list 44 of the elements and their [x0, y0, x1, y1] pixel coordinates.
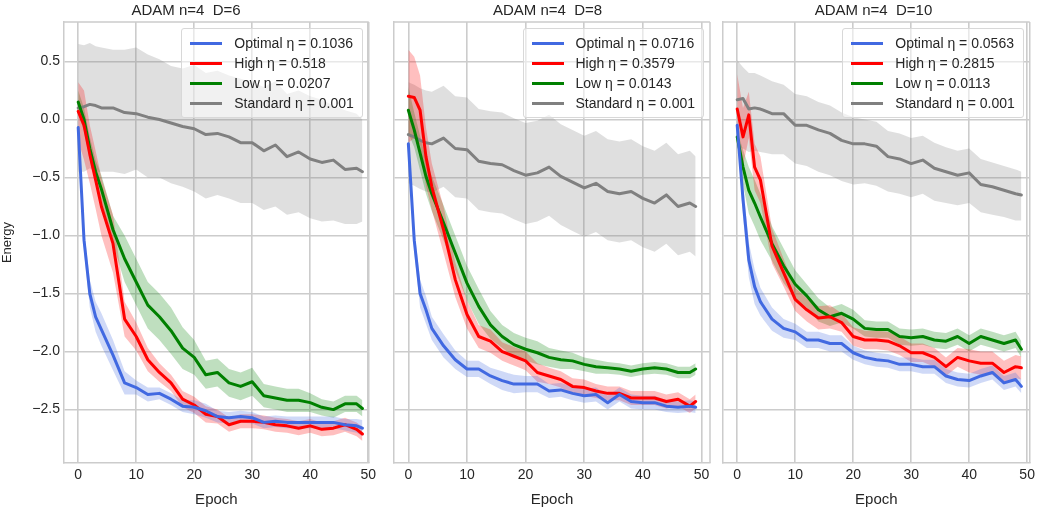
chart-title: ADAM n=4 D=6 — [131, 1, 241, 19]
y-tick-label: −2.0 — [32, 342, 61, 359]
x-axis-title: Epoch — [530, 490, 574, 508]
x-tick-label: 10 — [128, 466, 145, 483]
x-axis-title: Epoch — [195, 490, 238, 508]
legend-label: Low η = 0.0207 — [234, 74, 331, 93]
chart-title: ADAM n=4 D=8 — [492, 1, 603, 19]
legend-label: High η = 0.518 — [234, 54, 326, 73]
x-tick-label: 0 — [733, 466, 742, 483]
x-tick-label: 40 — [961, 466, 978, 483]
x-tick-label: 0 — [74, 466, 83, 483]
legend-label: Optimal η = 0.1036 — [234, 34, 353, 53]
legend-label: Standard η = 0.001 — [234, 94, 354, 113]
x-tick-label: 10 — [787, 466, 804, 483]
y-tick-label: −1.0 — [32, 226, 61, 243]
y-tick-label: −2.5 — [32, 400, 61, 417]
x-tick-label: 0 — [404, 466, 413, 483]
x-tick-label: 20 — [517, 466, 534, 483]
x-tick-label: 30 — [244, 466, 261, 483]
y-tick-label: −1.5 — [32, 284, 61, 301]
legend-label: Standard η = 0.001 — [575, 94, 695, 113]
legend-label: Optimal η = 0.0563 — [895, 34, 1014, 53]
legend-label: High η = 0.2815 — [895, 54, 995, 73]
y-axis-title: Energy — [0, 221, 15, 264]
x-tick-label: 30 — [903, 466, 920, 483]
x-tick-label: 50 — [693, 466, 710, 483]
chart-title: ADAM n=4 D=10 — [814, 1, 933, 19]
x-tick-label: 50 — [360, 466, 377, 483]
y-tick-label: 0.0 — [40, 110, 61, 127]
x-tick-label: 40 — [635, 466, 651, 483]
x-tick-label: 40 — [302, 466, 319, 483]
x-tick-label: 10 — [459, 466, 475, 483]
x-axis-title: Epoch — [855, 490, 898, 508]
y-tick-label: 0.5 — [40, 52, 61, 69]
legend-label: Low η = 0.0143 — [575, 74, 672, 93]
legend-label: Standard η = 0.001 — [895, 94, 1015, 113]
x-tick-label: 20 — [186, 466, 203, 483]
legend-label: Optimal η = 0.0716 — [575, 34, 695, 53]
x-tick-label: 20 — [845, 466, 862, 483]
legend-label: High η = 0.3579 — [575, 54, 675, 73]
x-tick-label: 50 — [1019, 466, 1036, 483]
x-tick-label: 30 — [576, 466, 593, 483]
y-tick-label: −0.5 — [32, 168, 61, 185]
legend-label: Low η = 0.0113 — [895, 74, 991, 93]
